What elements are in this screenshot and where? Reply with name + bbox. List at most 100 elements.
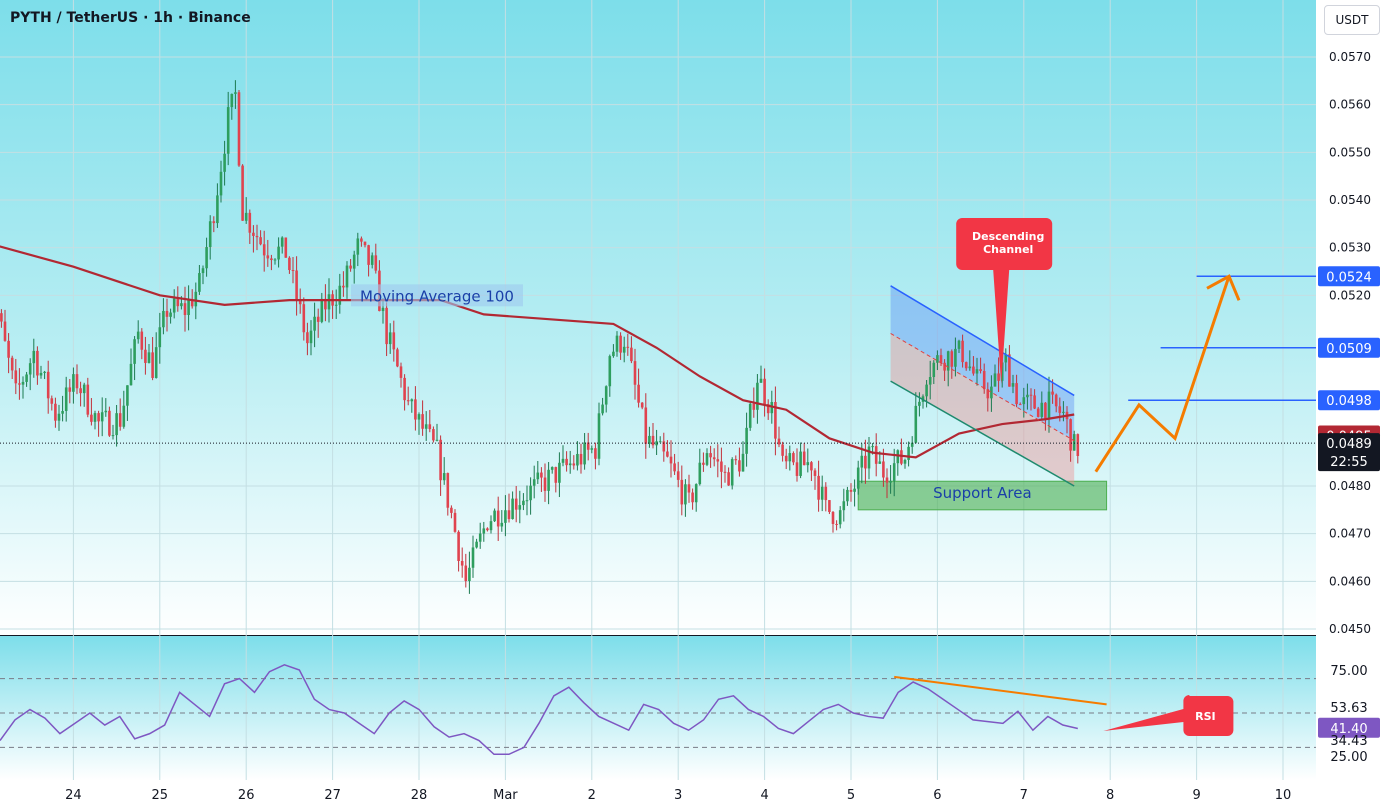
moving-average-100-line[interactable]	[0, 243, 1075, 459]
candle-body	[1026, 394, 1029, 398]
candle-body	[590, 448, 594, 450]
candle-body	[118, 413, 122, 427]
candle-body	[658, 441, 662, 443]
candle-body	[939, 355, 943, 363]
candle-body	[180, 303, 183, 307]
candle-body	[514, 498, 518, 510]
price-tick-label: 0.0460	[1329, 574, 1371, 588]
candle-body	[633, 361, 637, 385]
countdown-label: 22:55	[1330, 455, 1367, 470]
candle-body	[504, 510, 507, 523]
candle-body	[1044, 402, 1047, 420]
indicator-lines	[0, 243, 1075, 459]
candle-body	[630, 347, 633, 362]
candle-body	[540, 472, 543, 478]
candle-body	[190, 299, 194, 307]
candle-body	[478, 533, 482, 542]
rsi-callout[interactable]	[1103, 695, 1234, 736]
candle-body	[140, 331, 144, 350]
candle-body	[763, 378, 766, 405]
candle-body	[1076, 434, 1080, 456]
candle-body	[298, 299, 302, 305]
candle-body	[676, 471, 680, 480]
candle-body	[126, 385, 129, 406]
projection-path[interactable]	[1094, 275, 1231, 473]
channel-lower-line[interactable]	[890, 380, 1075, 487]
candle-body	[745, 427, 748, 454]
candle-body	[57, 413, 61, 421]
support-area-zone[interactable]	[857, 480, 1108, 511]
candle-body	[964, 362, 968, 369]
candle-body	[993, 373, 997, 387]
candle-body	[871, 446, 874, 448]
candle-body	[367, 245, 370, 265]
candle-body	[705, 453, 709, 465]
candle-body	[489, 521, 493, 531]
level-price-badge	[1318, 266, 1380, 287]
candle-body	[1062, 411, 1065, 413]
candle-body	[129, 363, 133, 386]
rsi-pane: RSI	[0, 664, 1316, 756]
candle-body	[864, 455, 867, 469]
candle-body	[723, 471, 727, 473]
candle-body	[471, 547, 475, 568]
candle-body	[356, 238, 360, 255]
candle-body	[1029, 394, 1033, 396]
candle-body	[75, 374, 79, 389]
candle-body	[806, 462, 810, 466]
channel-upper-fill	[890, 285, 1075, 441]
candle-body	[468, 567, 471, 582]
candle-body	[1036, 408, 1040, 417]
candle-body	[32, 350, 36, 364]
candle-body	[1047, 391, 1051, 420]
descending-channel-callout[interactable]	[956, 218, 1053, 384]
candle-body	[169, 312, 172, 317]
candle-body	[259, 237, 262, 245]
descending-channel-label: Channel	[983, 243, 1033, 256]
candle-body	[68, 387, 72, 392]
channel-upper-line[interactable]	[890, 285, 1075, 397]
channel-lower-fill	[890, 333, 1075, 486]
time-axis-background	[0, 780, 1387, 811]
candle-body	[543, 477, 547, 491]
candle-body	[172, 298, 176, 313]
candle-body	[446, 473, 450, 508]
currency-badge[interactable]: USDT	[1324, 5, 1380, 35]
rsi-divergence-line[interactable]	[894, 675, 1107, 706]
candle-body	[990, 386, 993, 399]
candle-body	[0, 313, 3, 322]
candle-body	[651, 435, 655, 446]
candle-body	[907, 446, 910, 460]
candle-body	[525, 500, 529, 502]
candle-body	[133, 339, 136, 364]
candle-body	[288, 257, 291, 271]
candle-body	[604, 386, 608, 405]
candle-body	[388, 332, 392, 345]
candle-body	[882, 461, 885, 478]
price-tick-label: 0.0530	[1329, 241, 1371, 255]
candle-body	[619, 335, 622, 353]
candle-body	[1008, 354, 1011, 387]
candle-body	[853, 488, 856, 492]
time-tick-label: Mar	[493, 788, 518, 803]
candle-body	[594, 448, 597, 459]
candle-body	[680, 479, 684, 505]
candle-body	[709, 453, 712, 458]
candle-body	[302, 304, 306, 333]
candle-body	[241, 165, 244, 221]
candle-body	[669, 456, 673, 464]
candle-body	[673, 463, 676, 472]
candle-body	[496, 510, 500, 527]
candle-body	[817, 475, 820, 500]
rsi-value-label: 41.40	[1330, 722, 1367, 737]
candle-body	[1033, 395, 1036, 409]
candle-body	[752, 403, 756, 410]
candle-body	[759, 378, 763, 383]
candle-body	[565, 458, 568, 466]
candle-body	[187, 299, 190, 316]
candle-body	[82, 384, 86, 394]
current-price-label: 0.0489	[1326, 437, 1372, 452]
rsi-line[interactable]	[0, 664, 1078, 756]
candle-body	[637, 384, 640, 403]
